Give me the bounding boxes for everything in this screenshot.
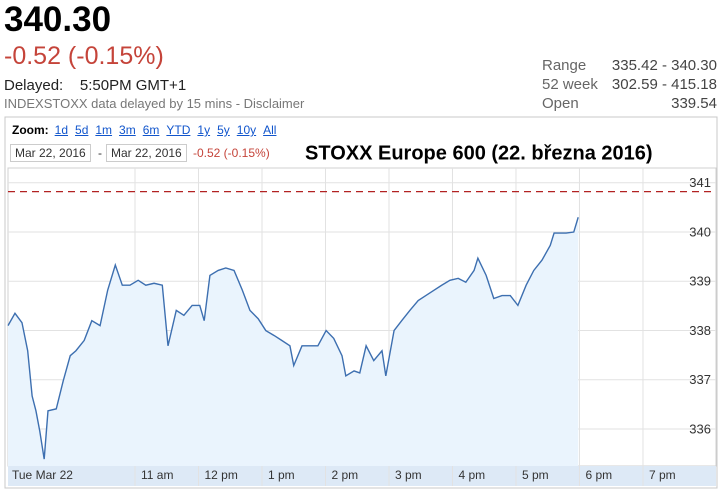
x-tick-label: 3 pm — [395, 468, 422, 482]
x-tick-label: 7 pm — [649, 468, 676, 482]
x-tick-label: 1 pm — [268, 468, 295, 482]
delayed: Delayed: 5:50PM GMT+1 — [4, 77, 186, 94]
zoom-link[interactable]: 1d — [54, 123, 69, 137]
date-to[interactable]: Mar 22, 2016 — [106, 144, 187, 162]
x-tick-label: 6 pm — [585, 468, 612, 482]
chart-title: STOXX Europe 600 (22. března 2016) — [305, 142, 653, 164]
date-from[interactable]: Mar 22, 2016 — [10, 144, 91, 162]
x-tick-label: 2 pm — [331, 468, 358, 482]
range-change: -0.52 (-0.15%) — [193, 146, 270, 160]
zoom-link[interactable]: 1y — [197, 123, 211, 137]
plot: 336 337 338 339 340 341 Tue Mar 22 11 am 12 pm 1 … — [7, 167, 717, 486]
y-tick-label: 338 — [689, 323, 711, 338]
zoom-label: Zoom: — [12, 123, 49, 137]
delayed-label: Delayed: — [4, 77, 64, 94]
zoom-link[interactable]: 3m — [119, 123, 136, 137]
zoom-link[interactable]: YTD — [166, 123, 191, 137]
zoom-link[interactable]: 5d — [75, 123, 89, 137]
area — [8, 217, 579, 466]
x-tick-label: 11 am — [141, 468, 173, 482]
stat-value: 335.42 - 340.30 — [611, 57, 717, 74]
line — [7, 217, 579, 460]
y-tick-label: 339 — [689, 274, 711, 289]
x-axis-band — [8, 466, 716, 486]
x-tick-label: Tue Mar 22 — [12, 468, 73, 482]
stat-value: 339.54 — [671, 95, 717, 112]
stat-label: 52 week — [542, 76, 598, 93]
stat-label: Range — [542, 57, 587, 74]
price: 340.30 — [4, 0, 112, 39]
x-tick-label: 12 pm — [204, 468, 237, 482]
y-tick-label: 336 — [689, 421, 711, 436]
zoom-link[interactable]: All — [263, 123, 277, 137]
x-tick-label: 4 pm — [458, 468, 485, 482]
date-separator: - — [98, 146, 102, 160]
stat-label: Open — [542, 95, 579, 112]
y-tick-label: 337 — [689, 372, 711, 387]
change: -0.52 (-0.15%) — [4, 42, 164, 70]
stat-value: 302.59 - 415.18 — [611, 76, 717, 93]
note: INDEXSTOXX data delayed by 15 mins - Dis… — [4, 96, 305, 111]
delayed-time: 5:50PM GMT+1 — [79, 77, 187, 94]
zoom-link[interactable]: 5y — [217, 123, 230, 137]
zoom-link[interactable]: 1m — [95, 123, 113, 137]
zoom-bar: Zoom: 1d 5d 1m 3m 6m YTD 1y 5y 10y All — [12, 123, 283, 137]
y-tick-label: 341 — [689, 175, 711, 190]
zoom-link[interactable]: 6m — [142, 123, 160, 137]
zoom-link[interactable]: 10y — [236, 123, 257, 137]
x-tick-label: 5 pm — [522, 468, 549, 482]
y-tick-label: 340 — [689, 224, 711, 239]
zoom-links: 1d 5d 1m 3m 6m YTD 1y 5y 10y All — [55, 123, 284, 137]
